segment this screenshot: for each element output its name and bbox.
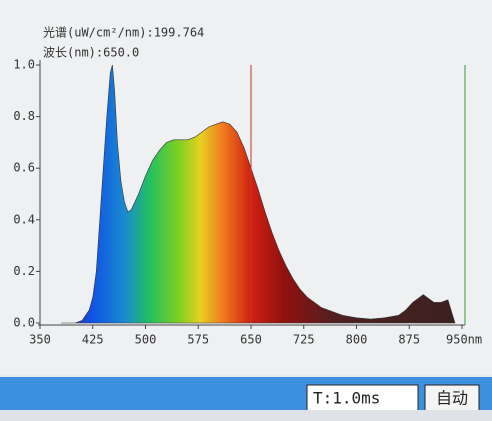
x-tick-label: 950nm [446,333,482,347]
y-tick-label: 0.4 [13,212,35,226]
y-tick-label: 0.6 [13,161,35,175]
x-tick-label: 350 [29,333,51,347]
exposure-box [306,384,419,412]
x-tick-label: 575 [187,333,209,347]
footer [0,410,492,421]
x-tick-label: 425 [82,333,104,347]
x-tick-label: 725 [293,333,315,347]
y-tick-label: 0.8 [13,109,35,123]
annotation: 光谱(uW/cm²/nm):199.764 [43,26,204,40]
x-tick-label: 800 [346,333,368,347]
x-tick-label: 650 [240,333,262,347]
auto-label[interactable]: 自动 [436,389,468,408]
y-tick-label: 0.0 [13,316,35,330]
exposure: T:1.0ms [313,389,380,408]
x-tick-label: 875 [398,333,420,347]
spectrum [61,64,456,324]
y-tick-label: 1.0 [13,58,35,72]
x-tick-label: 500 [135,333,157,347]
y-tick-label: 0.2 [13,264,35,278]
auto-button[interactable] [424,384,480,412]
annotation: 波长(nm):650.0 [43,46,139,60]
